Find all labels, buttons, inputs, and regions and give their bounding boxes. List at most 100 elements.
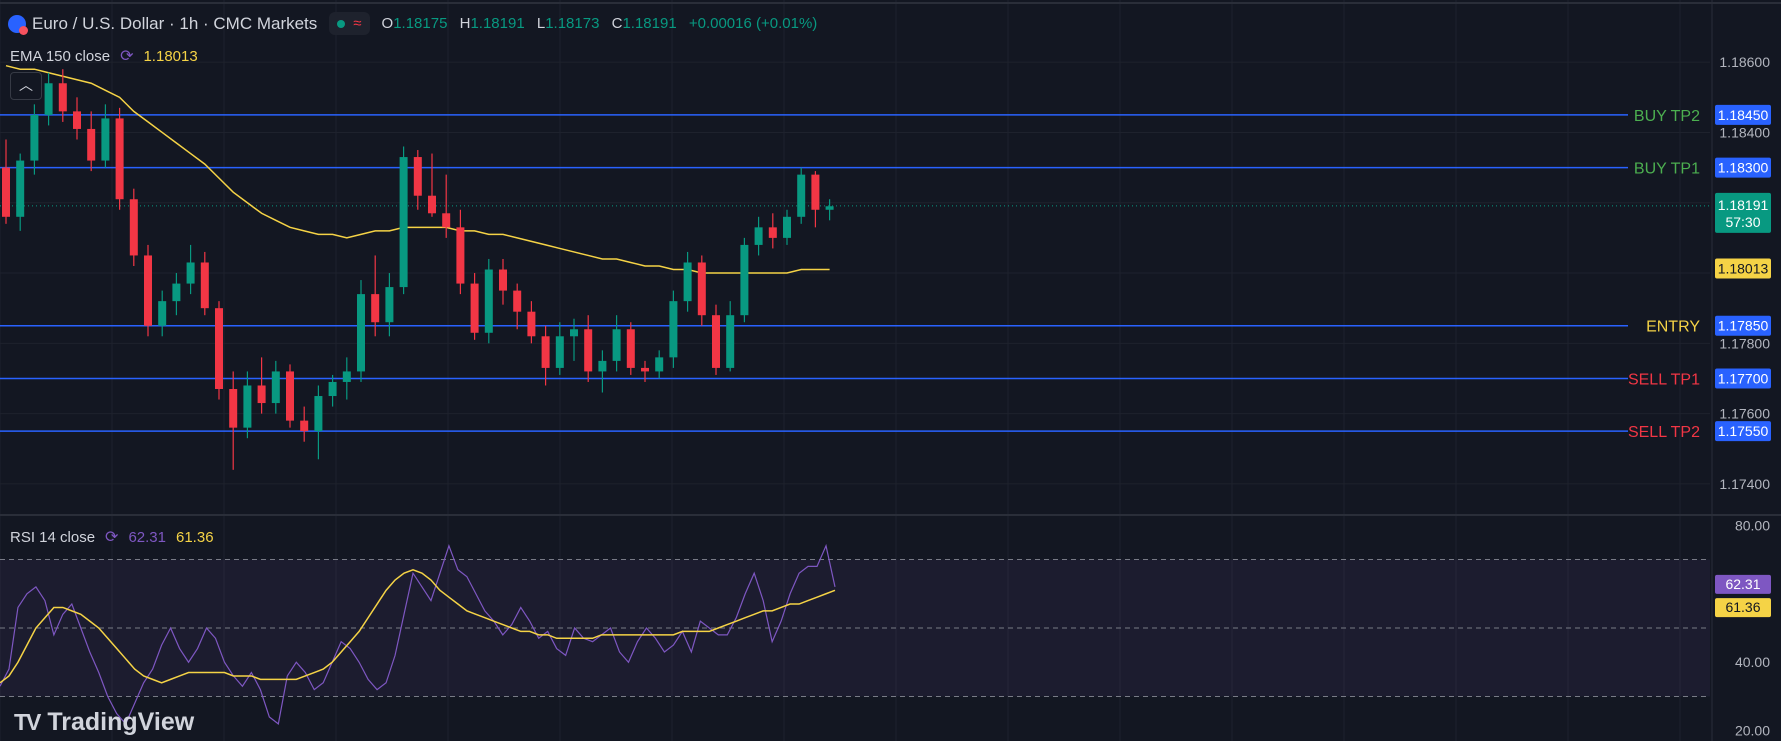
candle-body	[527, 311, 536, 337]
close-value: 1.18191	[622, 15, 677, 32]
candle-body	[342, 371, 351, 382]
price-tick-label: 1.18600	[1719, 54, 1770, 70]
candle-body	[73, 111, 81, 129]
candle-body	[499, 269, 507, 291]
rsi-value-tag	[1715, 574, 1771, 594]
refresh-icon[interactable]: ⟳	[120, 48, 134, 65]
candle-body	[626, 329, 635, 368]
candle-body	[428, 195, 436, 214]
candle-body	[371, 294, 380, 323]
tradingview-wordmark: TradingView	[47, 708, 195, 736]
candle-body	[612, 329, 621, 361]
candle-body	[754, 227, 763, 245]
candle-body	[555, 336, 564, 368]
price-tick-label: 1.17800	[1719, 335, 1770, 351]
candle-body	[186, 262, 195, 284]
level-price-text: 1.18450	[1718, 107, 1769, 123]
collapse-legend-button[interactable]: ︿	[10, 72, 42, 100]
candle-body	[115, 118, 124, 200]
ema-value: 1.18013	[143, 47, 198, 65]
candle-body	[30, 114, 39, 161]
candle-body	[584, 329, 593, 372]
rsi-ma-value-text: 61.36	[1725, 599, 1760, 615]
candle-body	[129, 199, 138, 256]
tradingview-logo[interactable]: TV TradingView	[14, 708, 194, 737]
market-status-pill[interactable]: ≈	[329, 12, 370, 35]
candle-body	[541, 336, 550, 368]
level-price-tag	[1715, 368, 1771, 389]
ema-name: EMA 150 close	[10, 47, 111, 65]
candles-group	[2, 69, 834, 470]
candle-body	[484, 269, 493, 333]
price-axis: 1.18600 1.18400 1.17800 1.17600 1.17400 80.00…	[1711, 0, 1770, 741]
candle-body	[598, 360, 607, 372]
candle-body	[783, 216, 791, 238]
candle-body	[243, 385, 252, 428]
chart-header: Euro / U.S. Dollar · 1h · CMC Markets ≈ …	[8, 12, 825, 35]
candle-body	[328, 381, 337, 397]
candle-body	[442, 213, 451, 228]
level-price-text: 1.17550	[1718, 423, 1769, 439]
level-price-tag	[1715, 421, 1771, 442]
level-price-text: 1.17700	[1718, 370, 1769, 386]
candle-body	[257, 385, 266, 404]
ema-price-text: 1.18013	[1718, 260, 1769, 276]
level-price-text: 1.17850	[1718, 318, 1769, 334]
candle-body	[768, 227, 777, 238]
level-label: SELL TP1	[1628, 371, 1700, 388]
candle-body	[513, 290, 522, 312]
price-tick-label: 1.17600	[1719, 406, 1770, 422]
last-price-text: 1.18191	[1718, 197, 1769, 213]
candle-body	[172, 283, 181, 302]
ema-line	[5, 64, 830, 274]
level-label: BUY TP2	[1634, 108, 1700, 125]
candle-body	[158, 301, 167, 326]
candle-body	[385, 287, 394, 323]
price-tick-label: 1.18400	[1719, 124, 1770, 140]
level-price-tag	[1715, 157, 1771, 178]
symbol-title[interactable]: Euro / U.S. Dollar · 1h · CMC Markets	[32, 13, 318, 33]
rsi-ma-value-tag	[1715, 598, 1771, 618]
rsi-lines	[0, 543, 836, 725]
wave-icon: ≈	[353, 15, 362, 32]
candle-body	[286, 371, 294, 421]
candle-body	[229, 389, 238, 428]
candle-body	[456, 227, 465, 284]
candle-body	[357, 294, 365, 372]
level-price-tag	[1715, 315, 1771, 336]
candle-body	[58, 83, 67, 112]
rsi-ma-value: 61.36	[176, 528, 214, 546]
flag-icon	[8, 14, 28, 35]
high-label: H	[459, 15, 471, 32]
candle-body	[740, 244, 749, 316]
change-value: +0.00016 (+0.01%)	[688, 15, 818, 32]
rsi-line	[0, 543, 836, 725]
candle-body	[570, 329, 578, 337]
rsi-band-background	[0, 559, 1710, 697]
level-label: SELL TP2	[1628, 424, 1700, 441]
candle-body	[2, 167, 10, 217]
high-value: 1.18191	[470, 15, 525, 32]
trade-levels: BUY TP2 1.18450 BUY TP1 1.18300 ENTRY 1.17850…	[0, 104, 1771, 442]
candle-body	[413, 157, 422, 196]
price-tick-label: 1.17400	[1719, 476, 1770, 492]
rsi-ma-line	[0, 568, 836, 684]
rsi-legend[interactable]: RSI 14 close ⟳ 62.31 61.36	[10, 527, 214, 547]
close-label: C	[611, 15, 623, 32]
candle-body	[16, 160, 25, 217]
level-label: ENTRY	[1646, 319, 1700, 336]
candle-body	[811, 174, 820, 210]
ema-legend[interactable]: EMA 150 close ⟳ 1.18013	[10, 46, 198, 66]
level-price-tag	[1715, 104, 1771, 125]
candle-body	[712, 315, 720, 368]
candle-body	[825, 206, 834, 210]
refresh-icon[interactable]: ⟳	[105, 529, 119, 546]
level-price-text: 1.18300	[1718, 160, 1769, 176]
ohlc-readout: O1.18175 H1.18191 L1.18173 C1.18191 +0.0…	[382, 15, 826, 32]
rsi-tick-label: 80.00	[1735, 517, 1770, 533]
rsi-tick-label: 40.00	[1735, 654, 1770, 670]
tradingview-logo-icon: TV	[14, 709, 41, 735]
chevron-up-icon: ︿	[19, 77, 33, 93]
